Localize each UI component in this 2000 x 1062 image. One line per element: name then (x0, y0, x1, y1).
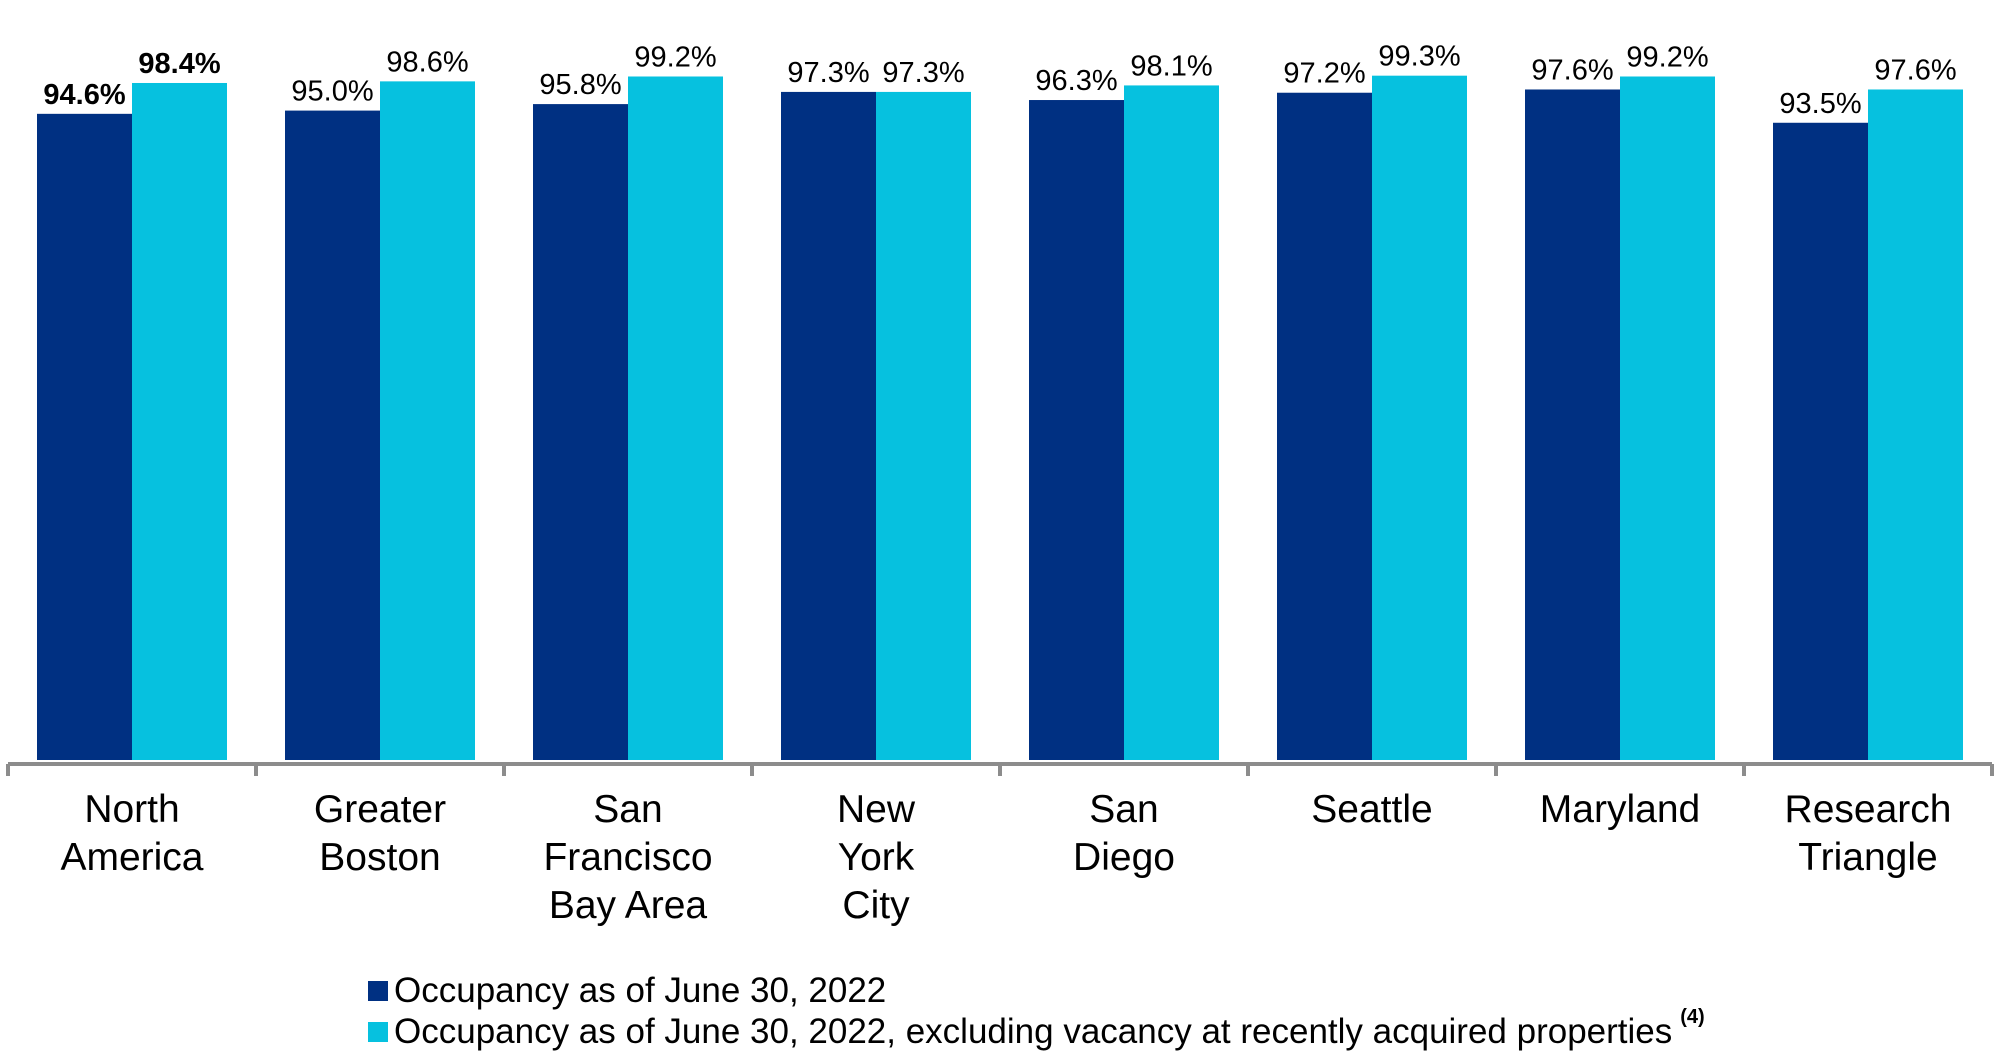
bar-series-2-cat-1 (132, 82, 227, 761)
value-label-series-2-cat-1: 98.4% (138, 48, 220, 80)
bar-series-1-cat-8 (1773, 122, 1868, 760)
bar-series-1-cat-6 (1277, 92, 1372, 760)
bar-series-2-cat-7 (1620, 76, 1715, 760)
value-label-series-1-cat-1: 94.6% (43, 79, 125, 111)
bar-series-2-cat-4 (876, 91, 971, 760)
value-label-series-1-cat-7: 97.6% (1531, 54, 1613, 86)
bar-series-1-cat-3 (533, 104, 628, 760)
value-labels-group: 94.6% 98.4% 95.0% 98.6% 95.8% 99.2% 97.3% 97.3%… (43, 41, 1956, 120)
category-label-3: San Francisco Bay Area (543, 788, 712, 927)
value-label-series-2-cat-2: 98.6% (386, 46, 468, 78)
bar-series-2-cat-2 (380, 81, 475, 761)
legend-label-series-1: Occupancy as of June 30, 2022 (394, 971, 887, 1010)
bar-series-1-cat-7 (1525, 89, 1620, 760)
category-label-1: North America (60, 788, 203, 879)
value-label-series-1-cat-3: 95.8% (539, 69, 621, 101)
legend-swatch-series-1 (368, 980, 388, 1001)
value-label-series-1-cat-6: 97.2% (1283, 58, 1365, 90)
category-label-2: Greater Boston (314, 788, 446, 879)
category-label-6: Seattle (1311, 788, 1432, 831)
legend: Occupancy as of June 30, 2022 Occupancy … (368, 970, 1705, 1052)
legend-footnote-marker: (4) (1680, 1006, 1705, 1028)
value-label-series-1-cat-4: 97.3% (787, 57, 869, 89)
bar-series-1-cat-5 (1029, 100, 1124, 761)
value-label-series-2-cat-6: 99.3% (1378, 41, 1460, 73)
category-labels-group: North America Greater Boston San Francisco Bay… (60, 788, 1951, 927)
bar-series-2-cat-8 (1868, 89, 1963, 760)
legend-label-series-2: Occupancy as of June 30, 2022, excluding… (394, 1012, 1673, 1051)
bar-series-2-cat-5 (1124, 85, 1219, 761)
bar-series-1-cat-2 (285, 110, 380, 760)
category-label-4: New York City (837, 788, 916, 927)
value-label-series-1-cat-2: 95.0% (291, 76, 373, 108)
bars-group (37, 75, 1963, 761)
value-label-series-2-cat-7: 99.2% (1626, 41, 1708, 73)
category-label-8: Research Triangle (1785, 788, 1952, 879)
bar-series-2-cat-6 (1372, 75, 1467, 760)
value-label-series-2-cat-8: 97.6% (1874, 54, 1956, 86)
legend-item-series-1: Occupancy as of June 30, 2022 (368, 970, 1705, 1011)
legend-item-series-2: Occupancy as of June 30, 2022, excluding… (368, 1006, 1705, 1052)
legend-swatch-series-2 (368, 1021, 388, 1042)
category-label-7: Maryland (1540, 788, 1700, 831)
value-label-series-2-cat-4: 97.3% (882, 57, 964, 89)
x-axis (6, 762, 1994, 776)
bar-series-1-cat-1 (37, 113, 132, 760)
value-label-series-1-cat-8: 93.5% (1779, 88, 1861, 120)
bar-series-2-cat-3 (628, 76, 723, 760)
value-label-series-2-cat-3: 99.2% (634, 41, 716, 73)
bar-series-1-cat-4 (781, 91, 876, 760)
value-label-series-1-cat-5: 96.3% (1035, 65, 1117, 97)
value-label-series-2-cat-5: 98.1% (1130, 50, 1212, 82)
category-label-5: San Diego (1073, 788, 1175, 879)
